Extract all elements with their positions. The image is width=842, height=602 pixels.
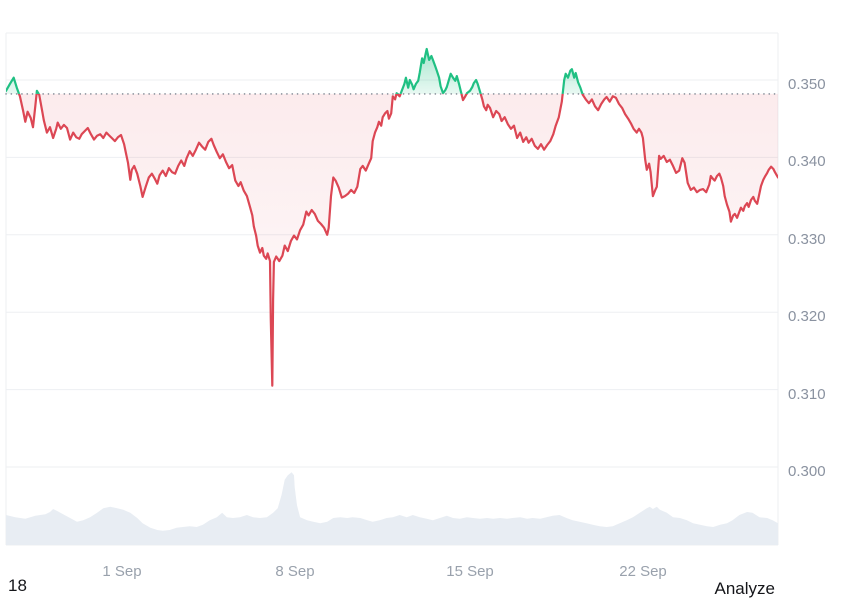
y-axis-label: 0.340 [788,153,826,170]
y-axis-label: 0.330 [788,231,826,248]
x-axis-label: 8 Sep [275,563,315,580]
y-axis-label: 0.310 [788,386,826,403]
x-axis-label: 15 Sep [446,563,494,580]
x-axis-label: 1 Sep [102,563,142,580]
y-axis-label: 0.300 [788,463,826,480]
y-axis-label: 0.320 [788,308,826,325]
analyze-button[interactable]: Analyze [714,579,775,598]
x-axis-label: 22 Sep [619,563,667,580]
row-index-label: 18 [8,576,27,595]
y-axis-label: 0.350 [788,76,826,93]
